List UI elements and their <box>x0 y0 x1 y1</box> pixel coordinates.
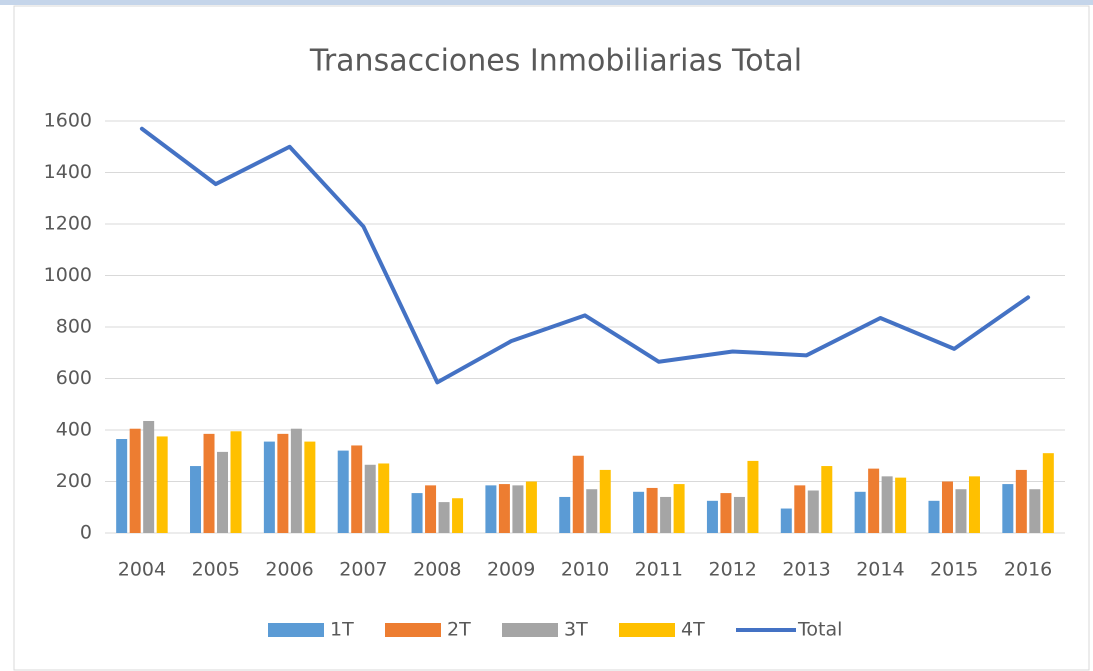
bar <box>868 468 880 533</box>
bar <box>941 481 953 533</box>
legend-swatch <box>268 623 324 637</box>
bar <box>217 451 229 533</box>
bar <box>230 431 242 533</box>
legend-swatch <box>619 623 675 637</box>
x-tick-label: 2004 <box>118 559 166 581</box>
bar <box>660 496 672 533</box>
bar <box>821 466 833 533</box>
x-tick-label: 2008 <box>413 559 461 581</box>
legend-swatch <box>502 623 558 637</box>
bar <box>599 469 611 533</box>
x-tick-label: 2009 <box>487 559 535 581</box>
x-tick-label: 2007 <box>339 559 387 581</box>
bar <box>129 428 141 533</box>
bar <box>633 491 645 533</box>
bar <box>116 439 128 533</box>
x-tick-label: 2013 <box>782 559 830 581</box>
bar <box>1042 453 1054 533</box>
bar <box>263 441 275 533</box>
y-tick-label: 1000 <box>44 264 92 286</box>
bar <box>968 476 980 533</box>
x-tick-label: 2015 <box>930 559 978 581</box>
bar <box>706 500 718 533</box>
bar <box>928 500 940 533</box>
bar <box>572 455 584 533</box>
legend-label: 2T <box>447 619 471 641</box>
bar <box>881 476 893 533</box>
top-border <box>0 0 1093 5</box>
bar <box>290 428 302 533</box>
bar <box>156 436 168 533</box>
bar <box>143 420 155 533</box>
bar <box>586 489 598 533</box>
line <box>139 126 1031 385</box>
y-tick-label: 1600 <box>44 110 92 132</box>
bar <box>411 493 423 533</box>
bar <box>438 502 450 533</box>
bar <box>720 493 732 533</box>
bar <box>854 491 866 533</box>
bar <box>780 508 792 533</box>
x-tick-label: 2012 <box>709 559 757 581</box>
x-tick-label: 2016 <box>1004 559 1052 581</box>
legend-label: 4T <box>681 619 705 641</box>
bar <box>485 485 497 533</box>
bar <box>1029 489 1041 533</box>
y-tick-label: 1400 <box>44 161 92 183</box>
x-tick-label: 2005 <box>192 559 240 581</box>
bar <box>1002 484 1014 533</box>
bar <box>425 485 437 533</box>
bar <box>351 445 363 533</box>
bar <box>646 487 658 533</box>
bar <box>559 496 571 533</box>
bar <box>794 485 806 533</box>
bar <box>955 489 967 533</box>
bar <box>512 485 524 533</box>
y-tick-label: 0 <box>80 522 92 544</box>
bar <box>203 433 215 533</box>
legend-swatch <box>385 623 441 637</box>
y-tick-label: 400 <box>56 419 92 441</box>
x-tick-label: 2011 <box>635 559 683 581</box>
bar <box>673 484 685 533</box>
chart-title: Transacciones Inmobiliarias Total <box>309 44 802 79</box>
y-tick-label: 1200 <box>44 213 92 235</box>
bar <box>452 498 464 533</box>
x-tick-label: 2006 <box>265 559 313 581</box>
bar <box>498 484 510 533</box>
x-tick-label: 2014 <box>856 559 904 581</box>
chart-frame <box>13 5 1090 671</box>
bar <box>747 460 759 533</box>
bar <box>1015 469 1027 533</box>
bar <box>190 466 202 533</box>
legend-label: 3T <box>564 619 588 641</box>
y-tick-label: 800 <box>56 316 92 338</box>
bar <box>895 477 907 533</box>
x-tick-label: 2010 <box>561 559 609 581</box>
bar <box>304 441 316 533</box>
y-tick-label: 600 <box>56 367 92 389</box>
bar <box>807 490 819 533</box>
legend-label: Total <box>797 619 842 641</box>
bar <box>378 463 390 533</box>
bar <box>525 481 537 533</box>
legend-label: 1T <box>330 619 354 641</box>
bar <box>337 450 349 533</box>
bar <box>733 496 745 533</box>
y-tick-label: 200 <box>56 470 92 492</box>
bar <box>277 433 289 533</box>
bar <box>364 464 376 533</box>
